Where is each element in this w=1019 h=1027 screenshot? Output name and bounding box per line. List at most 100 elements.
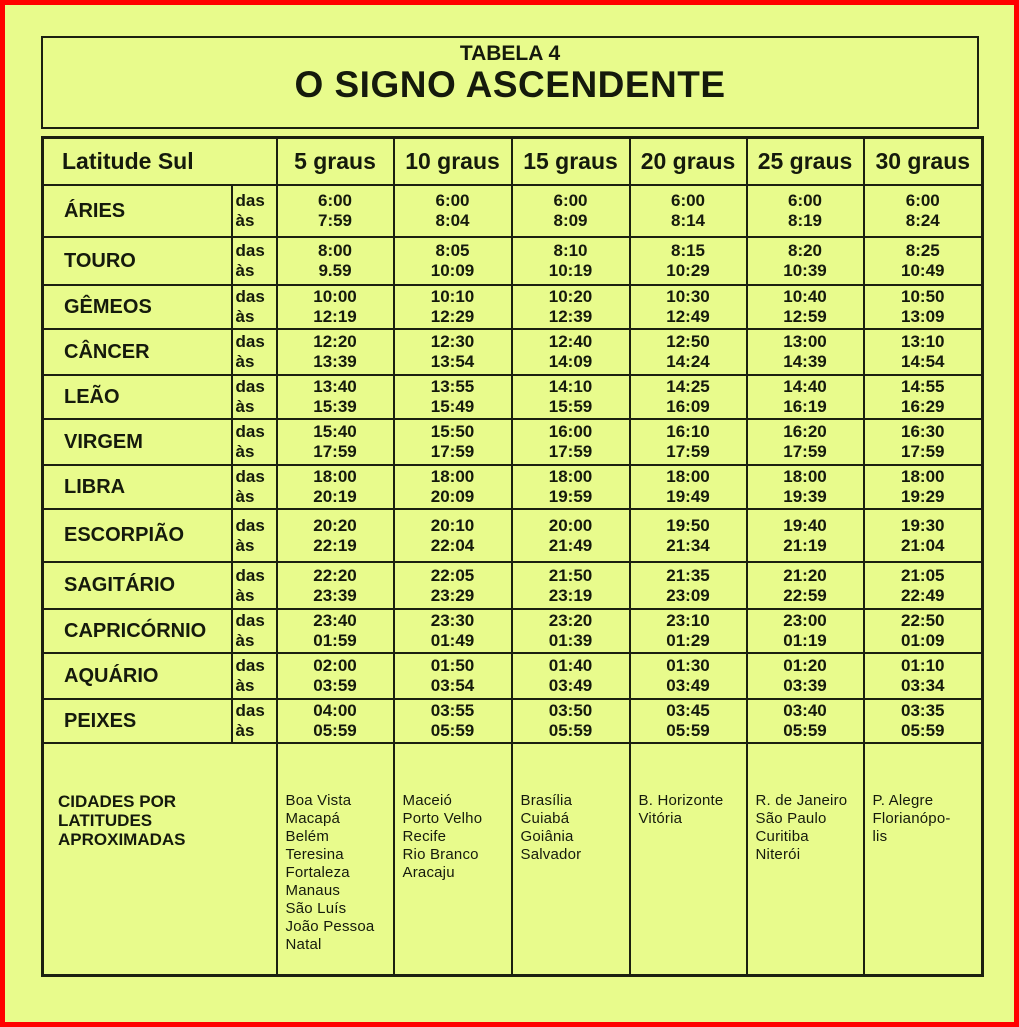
- city-name: Manaus: [285, 882, 341, 899]
- sign-name: SAGITÁRIO: [41, 561, 233, 610]
- start-time: 02:00: [313, 656, 357, 675]
- time-range-cell: 15:50 17:59: [392, 418, 513, 466]
- time-range-cell: 8:10 10:19: [510, 236, 631, 286]
- start-time: 16:20: [783, 422, 827, 441]
- start-time: 16:00: [548, 422, 593, 441]
- cities-label-line: APROXIMADAS: [58, 830, 186, 849]
- end-time: 12:29: [430, 307, 475, 326]
- start-time: 12:50: [666, 332, 710, 351]
- end-time: 10:49: [901, 261, 945, 280]
- city-name: lis: [872, 828, 888, 845]
- table-number: TABELA 4: [459, 42, 561, 65]
- from-label: das: [235, 422, 265, 441]
- city-list: Boa Vista Macapá Belém Teresina Fortaleza Man…: [275, 742, 395, 976]
- time-range-cell: 18:00 19:39: [745, 464, 865, 510]
- time-range-cell: 16:30 17:59: [862, 418, 984, 466]
- time-range-cell: 6:00 8:14: [628, 184, 748, 238]
- start-time: 6:00: [905, 191, 940, 210]
- time-range-cell: 10:30 12:49: [628, 284, 748, 330]
- city-name: Rio Branco: [402, 846, 479, 863]
- to-label: às: [235, 352, 255, 371]
- time-range-cell: 21:50 23:19: [510, 561, 631, 610]
- time-range-cell: 18:00 19:29: [862, 464, 984, 510]
- city-list: R. de Janeiro São Paulo Curitiba Niterói: [745, 742, 865, 976]
- end-time: 17:59: [901, 442, 945, 461]
- start-time: 8:20: [787, 241, 823, 260]
- city-name: Natal: [285, 936, 322, 953]
- from-to-labels: das às: [230, 698, 278, 744]
- start-time: 8:25: [905, 241, 940, 260]
- end-time: 10:19: [548, 261, 593, 280]
- end-time: 22:59: [783, 585, 827, 605]
- time-range-cell: 10:00 12:19: [275, 284, 395, 330]
- start-time: 18:00: [783, 467, 827, 486]
- start-time: 18:00: [901, 467, 945, 486]
- start-time: 6:00: [553, 191, 588, 210]
- start-time: 19:30: [901, 515, 945, 535]
- from-to-labels: das às: [230, 418, 278, 466]
- time-range-cell: 21:20 22:59: [745, 561, 865, 610]
- start-time: 16:30: [901, 422, 945, 441]
- from-label: das: [235, 515, 265, 535]
- end-time: 12:19: [313, 307, 357, 326]
- start-time: 13:55: [430, 377, 475, 396]
- table-row: VIRGEM das às 15:40 17:59 15:50 17:59 16:00 17:5…: [41, 418, 984, 466]
- time-range-cell: 14:10 15:59: [510, 374, 631, 420]
- city-name: Florianópo-: [872, 810, 951, 827]
- sign-name: VIRGEM: [41, 418, 233, 466]
- column-header: 20 graus: [628, 136, 748, 186]
- end-time: 16:09: [666, 397, 710, 416]
- to-label: às: [235, 721, 255, 740]
- end-time: 23:09: [666, 585, 710, 605]
- start-time: 22:50: [901, 611, 945, 630]
- start-time: 23:10: [666, 611, 710, 630]
- start-time: 19:40: [783, 515, 827, 535]
- end-time: 15:59: [548, 397, 593, 416]
- end-time: 8:19: [787, 211, 823, 230]
- start-time: 10:40: [783, 287, 827, 306]
- end-time: 03:34: [901, 676, 945, 695]
- time-range-cell: 01:40 03:49: [510, 652, 631, 700]
- from-label: das: [235, 191, 265, 210]
- to-label: às: [235, 442, 255, 461]
- end-time: 22:19: [313, 535, 357, 555]
- from-to-labels: das às: [230, 561, 278, 610]
- time-range-cell: 18:00 19:49: [628, 464, 748, 510]
- to-label: às: [235, 631, 255, 650]
- sign-name: PEIXES: [41, 698, 233, 744]
- start-time: 8:00: [317, 241, 353, 260]
- time-range-cell: 6:00 8:09: [510, 184, 631, 238]
- from-label: das: [235, 656, 265, 675]
- city-name: R. de Janeiro: [755, 792, 848, 809]
- time-range-cell: 19:30 21:04: [862, 508, 984, 563]
- start-time: 01:30: [666, 656, 710, 675]
- header-row: Latitude Sul 5 graus 10 graus 15 graus 2…: [41, 136, 984, 186]
- end-time: 05:59: [901, 721, 945, 740]
- start-time: 14:55: [901, 377, 945, 396]
- column-header: 25 graus: [745, 136, 865, 186]
- city-name: Cuiabá: [520, 810, 570, 827]
- time-range-cell: 03:40 05:59: [745, 698, 865, 744]
- start-time: 21:50: [548, 565, 593, 585]
- to-label: às: [235, 676, 255, 695]
- cities-label-line: LATITUDES: [58, 811, 153, 830]
- to-label: às: [235, 261, 255, 280]
- time-range-cell: 18:00 19:59: [510, 464, 631, 510]
- time-range-cell: 18:00 20:19: [275, 464, 395, 510]
- page-title: O SIGNO ASCENDENTE: [294, 64, 726, 105]
- from-label: das: [235, 241, 265, 260]
- time-range-cell: 15:40 17:59: [275, 418, 395, 466]
- start-time: 20:20: [313, 515, 357, 535]
- end-time: 03:59: [313, 676, 357, 695]
- sign-name: CAPRICÓRNIO: [41, 608, 233, 654]
- time-range-cell: 21:05 22:49: [862, 561, 984, 610]
- time-range-cell: 8:00 9.59: [275, 236, 395, 286]
- time-range-cell: 23:30 01:49: [392, 608, 513, 654]
- from-label: das: [235, 467, 265, 486]
- end-time: 7:59: [317, 211, 353, 230]
- table-row: ESCORPIÃO das às 20:20 22:19 20:10 22:04 20:00 2…: [41, 508, 984, 563]
- end-time: 20:19: [313, 487, 357, 506]
- city-name: Macapá: [285, 810, 341, 827]
- table-row: CAPRICÓRNIO das às 23:40 01:59 23:30 01:49 23:2…: [41, 608, 984, 654]
- start-time: 23:30: [430, 611, 475, 630]
